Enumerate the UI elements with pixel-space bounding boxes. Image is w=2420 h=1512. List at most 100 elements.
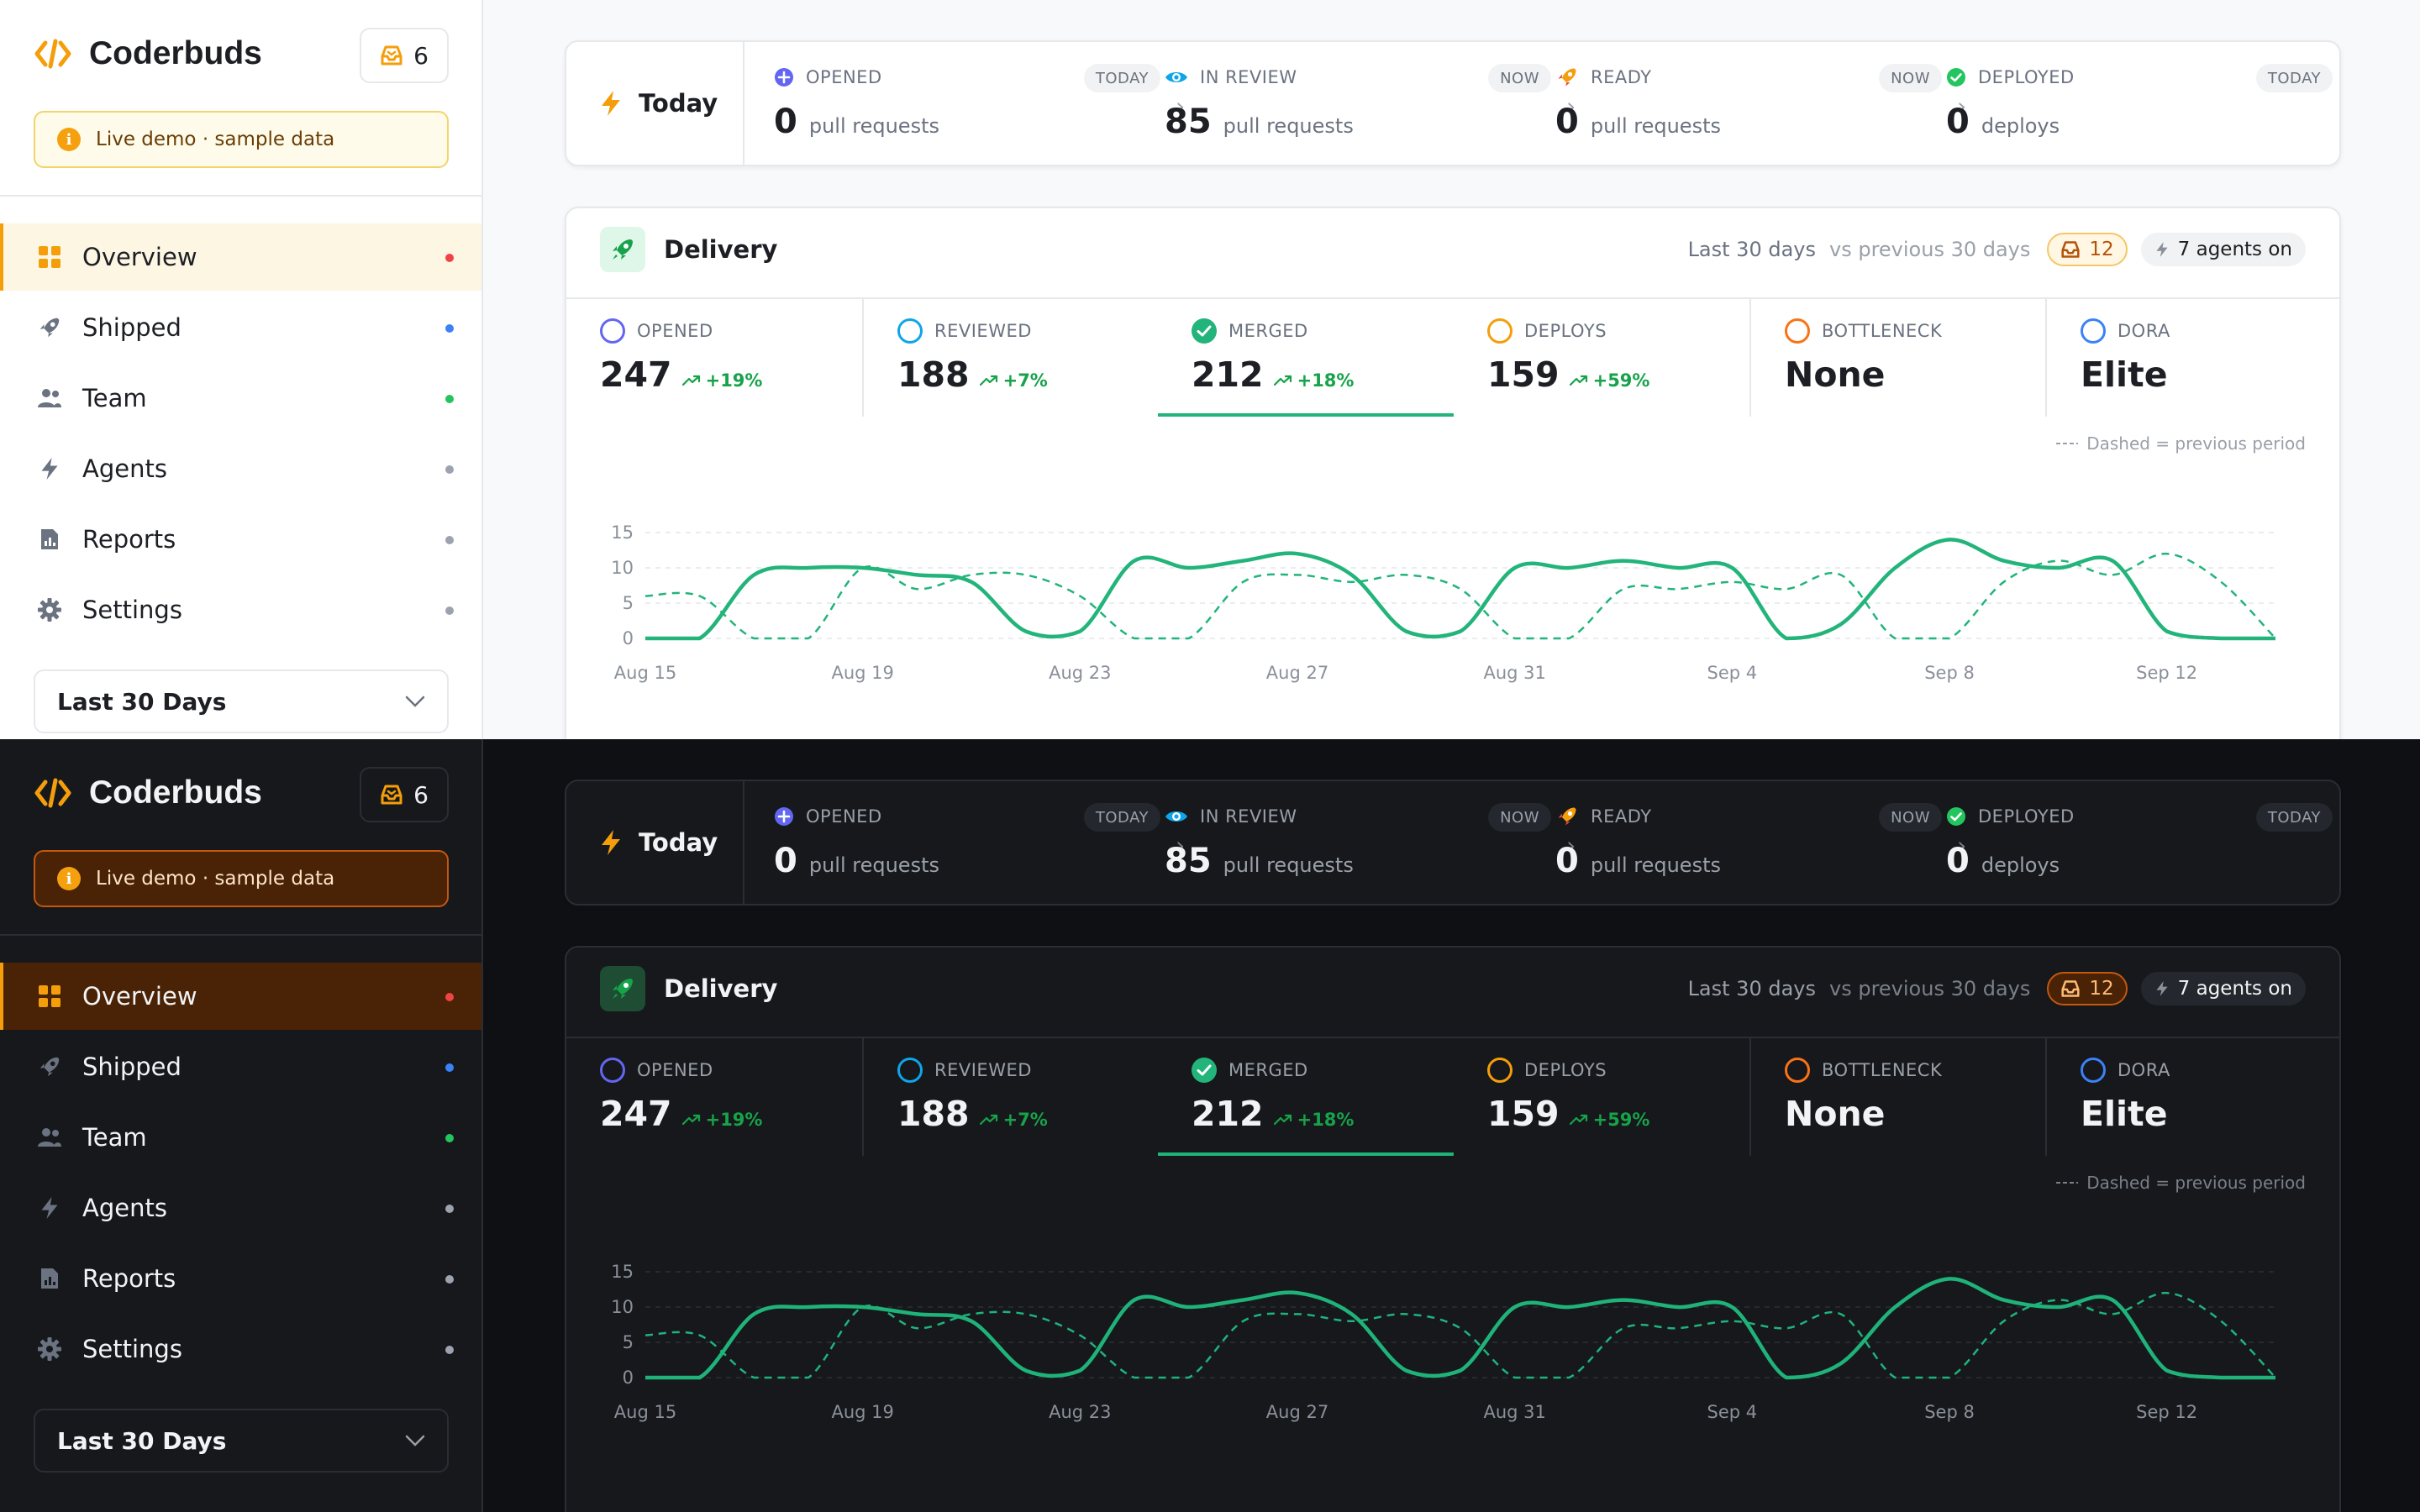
stage-deployed[interactable]: DEPLOYED TODAY 0 deploys [1946,801,2333,885]
chevron-right-icon: › [1957,92,1967,120]
trend-up-icon [1569,375,1587,386]
metric-tab-bottleneck[interactable]: BOTTLENECK None [1749,1038,2045,1156]
sidebar-item-label: Settings [82,596,182,624]
sidebar-item-shipped[interactable]: Shipped [0,1033,481,1100]
delivery-line-chart: 0 5 10 15 Aug 15 Aug 19 Aug 23 Aug 27 Aug 31 Sep … [611,1262,2276,1422]
stage-title: IN REVIEW [1200,806,1297,827]
date-range-select[interactable]: Last 30 Days [34,1409,449,1473]
inbox-count: 6 [413,780,429,809]
stage-opened[interactable]: OPENED TODAY 0 pull requests [774,62,1160,146]
sidebar-item-team[interactable]: Team [0,365,481,432]
metric-title: REVIEWED [934,1060,1032,1080]
delivery-line-chart: 0 5 10 15 Aug 15 Aug 19 Aug 23 Aug 27 Aug 31 Sep … [611,522,2276,683]
metric-value: 212 [1192,1094,1264,1134]
metric-delta: +19% [681,1110,763,1130]
agents-label: 7 agents on [2177,978,2292,1000]
sidebar-item-overview[interactable]: Overview [0,963,481,1030]
today-divider [743,42,744,165]
report-icon [37,1266,62,1291]
delivery-metrics: OPENED 247 +19% REVIEWED 188 +7% MERGED 21… [566,1038,2339,1156]
metric-tab-dora[interactable]: DORA Elite [2045,1038,2339,1156]
metric-value: 188 [897,1094,970,1134]
rocket-icon [37,315,62,340]
report-icon [37,527,62,552]
rocket-icon [37,1054,62,1079]
x-tick-label: Aug 23 [1049,1402,1111,1422]
stage-pill: NOW [1488,64,1551,92]
delivery-meta: Last 30 days vs previous 30 days 12 7 ag… [1688,232,2306,267]
date-range-value: Last 30 Days [57,687,227,716]
eye-icon [1165,808,1188,825]
stage-pill: NOW [1879,64,1942,92]
metric-tab-reviewed[interactable]: REVIEWED 188 +7% [862,299,1158,417]
metric-tab-dora[interactable]: DORA Elite [2045,299,2339,417]
stage-in-review[interactable]: IN REVIEW NOW 85 pull requests [1165,801,1551,885]
sidebar-item-reports[interactable]: Reports [0,1245,481,1312]
sidebar-item-settings[interactable]: Settings [0,1315,481,1383]
trend-up-icon [1273,375,1292,386]
sidebar-item-reports[interactable]: Reports [0,506,481,573]
stage-unit: pull requests [1590,853,1721,877]
grid-icon [37,984,62,1009]
info-icon: i [57,128,81,151]
metric-tab-opened[interactable]: OPENED 247 +19% [566,299,862,417]
agents-badge[interactable]: 7 agents on [2140,972,2306,1005]
chevron-down-icon [405,1435,425,1446]
inbox-button[interactable]: 6 [360,28,449,83]
metric-tab-deploys[interactable]: DEPLOYS 159 +59% [1454,1038,1749,1156]
metric-tab-merged[interactable]: MERGED 212 +18% [1158,1038,1454,1156]
sidebar-divider [0,195,481,197]
alerts-badge[interactable]: 12 [2047,972,2128,1005]
period-label: Last 30 days [1687,238,1816,261]
stage-opened[interactable]: OPENED TODAY 0 pull requests [774,801,1160,885]
gear-icon [37,1336,62,1362]
sidebar-item-settings[interactable]: Settings [0,576,481,643]
stage-ready[interactable]: READY NOW 0 pull requests [1555,801,1942,885]
metric-delta: +59% [1569,370,1649,391]
ring-icon [600,318,625,344]
agents-badge[interactable]: 7 agents on [2140,233,2306,266]
stage-deployed[interactable]: DEPLOYED TODAY 0 deploys [1946,62,2333,146]
metric-tab-merged[interactable]: MERGED 212 +18% [1158,299,1454,417]
sidebar-item-overview[interactable]: Overview [0,223,481,291]
sidebar-item-shipped[interactable]: Shipped [0,294,481,361]
stage-ready[interactable]: READY NOW 0 pull requests [1555,62,1942,146]
alerts-badge[interactable]: 12 [2047,233,2128,266]
stage-pill: TODAY [2255,64,2333,92]
y-tick-label: 5 [623,1332,634,1352]
metric-tab-bottleneck[interactable]: BOTTLENECK None [1749,299,2045,417]
chevron-right-icon: › [1176,832,1186,859]
stage-in-review[interactable]: IN REVIEW NOW 85 pull requests [1165,62,1551,146]
metric-value: Elite [2081,354,2168,395]
agents-label: 7 agents on [2177,239,2292,260]
sidebar-item-label: Agents [82,1194,167,1222]
bolt-icon [2156,981,2168,996]
status-dot [445,1134,454,1142]
status-dot [445,993,454,1001]
date-range-select[interactable]: Last 30 Days [34,669,449,733]
sidebar-item-agents[interactable]: Agents [0,1174,481,1242]
trend-up-icon [979,1114,997,1126]
x-tick-label: Aug 19 [831,663,893,683]
code-logo-icon [34,39,71,69]
chevron-right-icon: › [1566,92,1576,120]
brand[interactable]: Coderbuds [34,769,262,816]
metric-tab-reviewed[interactable]: REVIEWED 188 +7% [862,1038,1158,1156]
metric-tab-deploys[interactable]: DEPLOYS 159 +59% [1454,299,1749,417]
metric-tab-opened[interactable]: OPENED 247 +19% [566,1038,862,1156]
ring-icon [897,1058,923,1083]
inbox-button[interactable]: 6 [360,767,449,822]
today-divider [743,781,744,904]
sidebar-item-team[interactable]: Team [0,1104,481,1171]
sidebar-item-agents[interactable]: Agents [0,435,481,502]
brand[interactable]: Coderbuds [34,30,262,77]
demo-banner: i Live demo · sample data [34,850,449,907]
stage-title: DEPLOYED [1978,806,2075,827]
metric-title: DEPLOYS [1524,321,1607,341]
metric-delta-value: +19% [705,1110,763,1130]
stage-unit: deploys [1981,853,2060,877]
stage-pill: TODAY [1083,803,1160,832]
metric-title: MERGED [1228,321,1308,341]
stage-value: 0 [1555,842,1579,880]
trend-up-icon [1569,1114,1587,1126]
